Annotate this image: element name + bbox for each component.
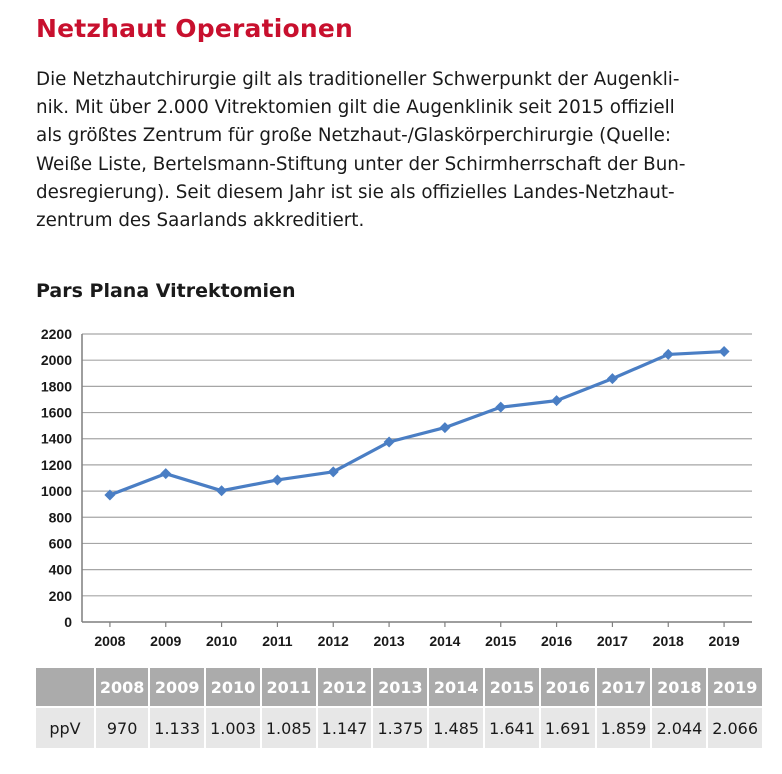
y-tick-label: 0: [64, 614, 72, 630]
x-tick-label: 2009: [150, 633, 181, 649]
chart-title: Pars Plana Vitrektomien: [36, 280, 296, 302]
table-cell: 1.003: [204, 706, 261, 748]
table-header-cell: 2013: [371, 668, 429, 707]
data-point: [662, 348, 674, 360]
intro-line: Weiße Liste, Bertelsmann-Stiftung unter …: [36, 153, 686, 175]
table-header-cell: 2016: [538, 668, 596, 707]
y-tick-label: 1600: [41, 405, 72, 421]
data-point: [383, 436, 395, 448]
intro-line: Die Netzhautchirurgie gilt als tradition…: [36, 69, 680, 90]
line-chart: 0 200 400 600 800 1000 1200 1400 1600 1800 2000 220…: [41, 326, 752, 649]
data-point: [551, 395, 563, 407]
x-tick-label: 2012: [318, 633, 349, 649]
y-tick-label: 1200: [41, 457, 72, 473]
table-header-cell: 2012: [315, 668, 373, 707]
data-point: [327, 466, 339, 478]
y-tick-label: 2000: [41, 352, 72, 368]
series-line: [108, 349, 726, 497]
x-tick-label: 2019: [709, 633, 740, 649]
table-cell: 1.859: [594, 706, 652, 748]
x-tick-label: 2015: [485, 633, 516, 649]
page-title: Netzhaut Operationen: [36, 14, 354, 43]
y-tick-label: 1000: [41, 483, 72, 499]
y-tick-label: 800: [49, 509, 73, 525]
table-header-cell: 2010: [204, 668, 261, 707]
data-point: [104, 489, 116, 501]
table-header-cell: 2009: [148, 668, 206, 707]
data-point: [271, 474, 283, 486]
intro-line: desregierung). Seit diesem Jahr ist sie …: [36, 181, 675, 203]
y-tick-label: 400: [49, 562, 73, 578]
table-header-cell: 2017: [594, 668, 652, 707]
data-point: [160, 468, 172, 480]
data-table: 2008 2009 2010 2011 2012 2013 2014 2015 …: [36, 668, 762, 748]
table-cell: 1.375: [371, 706, 429, 748]
table-header-cell: 2014: [427, 668, 485, 707]
data-point: [439, 422, 451, 434]
x-tick-label: 2010: [206, 633, 237, 649]
x-tick-label: 2008: [94, 633, 125, 649]
table-header-cell: 2008: [93, 668, 150, 707]
table-cell: 1.485: [427, 706, 485, 748]
intro-line: als größtes Zentrum für große Netzhaut-/…: [36, 125, 672, 147]
x-tick-label: 2014: [429, 633, 460, 649]
intro-line: zentrum des Saarlands akkreditiert.: [36, 210, 365, 232]
table-cell: 1.085: [259, 706, 317, 748]
x-tick-label: 2018: [653, 633, 684, 649]
x-tick-label: 2011: [262, 633, 293, 649]
x-tick-label: 2013: [374, 633, 405, 649]
table-cell: 1.691: [538, 706, 596, 748]
data-point: [216, 485, 228, 497]
table-cell: 2.044: [650, 706, 708, 748]
table-row: ppV 970 1.133 1.003 1.085 1.147 1.375 1.…: [36, 706, 762, 748]
y-tick-label: 600: [49, 535, 73, 551]
table-header-cell: 2015: [483, 668, 540, 707]
table-cell: 2.066: [706, 706, 762, 748]
table-header-cell: 2019: [706, 668, 762, 707]
y-tick-label: 1400: [41, 431, 72, 447]
data-point: [718, 346, 730, 358]
table-cell: 1.133: [148, 706, 206, 748]
table-header-cell: 2011: [259, 668, 317, 707]
y-tick-label: 200: [49, 588, 73, 604]
intro-paragraph: Die Netzhautchirurgie gilt als tradition…: [36, 66, 766, 235]
table-corner-cell: [36, 668, 95, 707]
table-header-row: 2008 2009 2010 2011 2012 2013 2014 2015 …: [36, 668, 762, 707]
table-header-cell: 2018: [650, 668, 708, 707]
table-cell: 1.641: [483, 706, 540, 748]
data-point: [495, 401, 507, 413]
y-tick-label: 2200: [41, 326, 72, 342]
table-cell: 1.147: [315, 706, 373, 748]
intro-line: nik. Mit über 2.000 Vitrektomien gilt di…: [36, 97, 675, 119]
y-tick-label: 1800: [41, 378, 72, 394]
x-tick-label: 2016: [541, 633, 572, 649]
x-tick-label: 2017: [597, 633, 628, 649]
table-row-label: ppV: [36, 706, 95, 748]
data-point: [606, 373, 618, 385]
table-cell: 970: [93, 706, 150, 748]
